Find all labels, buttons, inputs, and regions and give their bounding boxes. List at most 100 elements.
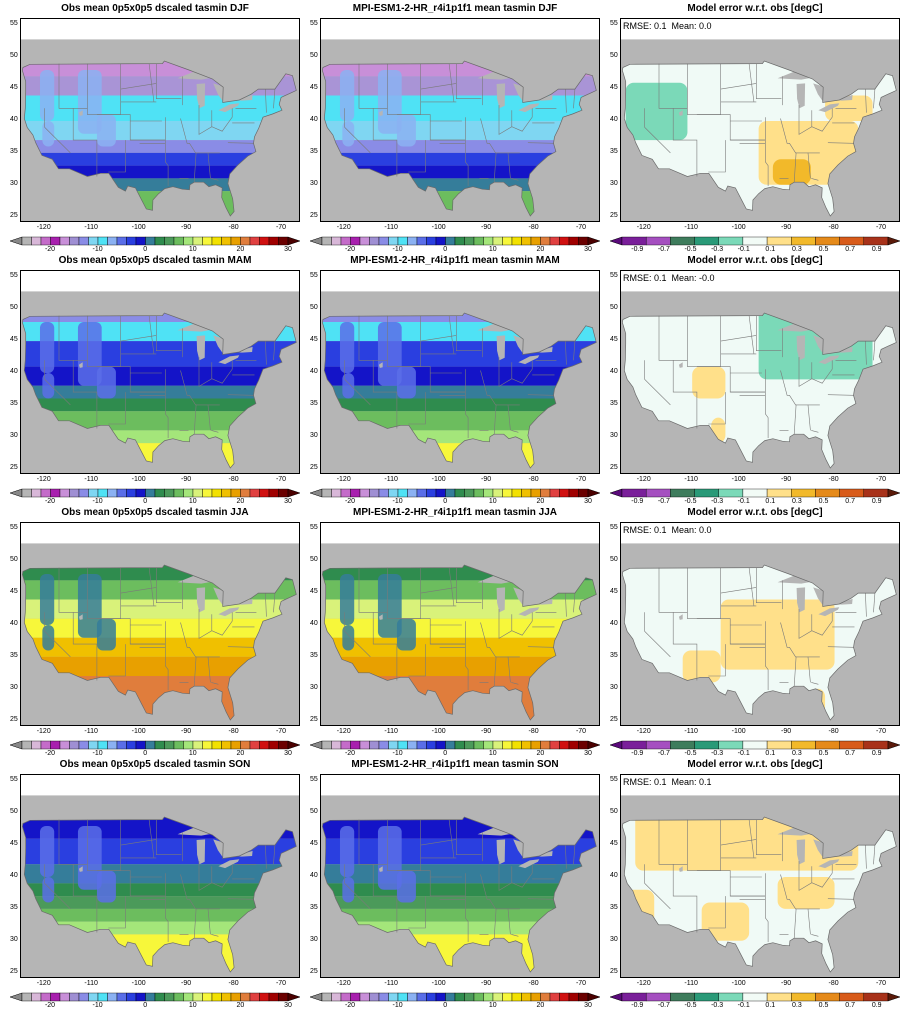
colorbar-swatch: [31, 740, 42, 750]
state-border: [565, 593, 567, 617]
colorbar-swatch: [40, 236, 51, 246]
lake: [218, 607, 240, 617]
state-border: [498, 357, 533, 387]
colorbar-swatch: [154, 236, 165, 246]
obs-panel-mam: Obs mean 0p5x0p5 dscaled tasmin MAM 55 50 4…: [10, 254, 300, 505]
lon-tick-label: -120: [36, 224, 51, 231]
mountain-region: [42, 625, 55, 651]
colorbar-swatch: [416, 236, 427, 246]
lat-tick-label: 50: [610, 52, 618, 60]
coastline: [622, 564, 897, 721]
state-border: [480, 874, 520, 910]
state-border: [756, 315, 782, 351]
lake: [378, 866, 383, 872]
colorbar-swatch: [69, 236, 80, 246]
colorbar-swatch: [50, 236, 61, 246]
colorbar-swatch: [454, 236, 465, 246]
lat-tick-label: 50: [610, 808, 618, 816]
state-border: [193, 656, 197, 687]
colorbar-tick-label: 0.7: [845, 1002, 855, 1009]
mean-value: Mean: 0.0: [671, 525, 712, 535]
map-frame: RMSE: 0.1 Mean: -0.0: [620, 270, 900, 474]
lon-tick-label: -80: [228, 476, 239, 483]
state-border: [165, 621, 169, 690]
colorbar-swatch: [645, 488, 671, 498]
colorbar-swatch: [268, 740, 279, 750]
mountain-region: [396, 618, 416, 651]
map-frame: [320, 774, 600, 978]
colorbar-swatch: [530, 236, 541, 246]
mountain-region: [77, 826, 102, 890]
colorbar-swatch: [426, 740, 437, 750]
lon-tick-label: -100: [731, 476, 746, 483]
temperature-band: [22, 864, 297, 884]
lake: [518, 859, 540, 869]
colorbar-swatch: [116, 236, 127, 246]
lake: [813, 83, 828, 102]
colorbar-over-arrow: [887, 488, 900, 498]
colorbar-tick-label: 10: [488, 750, 497, 757]
colorbar-swatch: [388, 488, 399, 498]
lat-tick-label: 30: [10, 431, 18, 439]
lake: [678, 110, 683, 116]
lat-tick-label: 30: [310, 179, 318, 187]
colorbar-swatch: [492, 236, 503, 246]
state-border: [227, 898, 255, 900]
state-border: [573, 89, 576, 109]
colorbar-swatch: [340, 488, 351, 498]
lon-tick-label: -80: [528, 476, 539, 483]
colorbar-tick-label: -10: [92, 1002, 103, 1009]
colorbar-swatch: [126, 740, 137, 750]
state-border: [672, 612, 698, 681]
coastline: [622, 60, 897, 217]
temperature-colorbar: [310, 236, 600, 246]
lat-tick-label: 45: [10, 84, 18, 92]
lake: [477, 574, 512, 584]
colorbar-swatch: [268, 236, 279, 246]
state-border: [527, 646, 555, 648]
colorbar-swatch: [445, 740, 456, 750]
map-canvas: [621, 775, 899, 977]
lat-tick-label: 45: [10, 840, 18, 848]
temperature-band: [22, 908, 297, 922]
lon-tick-label: -120: [336, 476, 351, 483]
colorbar-swatch: [192, 236, 203, 246]
lon-tick-label: -90: [181, 224, 192, 231]
lat-tick-label: 50: [610, 556, 618, 564]
lake: [196, 335, 206, 361]
temperature-band: [22, 341, 297, 367]
colorbar-swatch: [791, 740, 816, 750]
mountain-region: [342, 121, 355, 147]
colorbar-tick-label: 0.9: [871, 1002, 882, 1009]
colorbar-swatch: [397, 236, 408, 246]
lat-tick-label: 40: [310, 116, 318, 123]
colorbar-tick-label: -0.9: [631, 246, 644, 253]
state-border: [780, 118, 820, 154]
temperature-band: [322, 398, 597, 412]
lon-tick-label: -80: [828, 476, 839, 483]
lon-tick-label: -70: [575, 728, 587, 735]
colorbar-tick-label: 30: [584, 750, 592, 757]
colorbar-swatch: [97, 236, 108, 246]
mean-value: Mean: 0.0: [671, 21, 712, 31]
lon-tick-label: -100: [731, 980, 746, 987]
lake: [378, 110, 383, 116]
colorbar-swatch: [211, 236, 222, 246]
colorbar-tick-label: 0.3: [792, 246, 802, 253]
colorbar-swatch: [540, 488, 551, 498]
state-border: [507, 656, 511, 683]
colorbar-swatch: [839, 488, 865, 498]
colorbar-tick-label: 0.5: [818, 498, 829, 505]
colorbar-swatch: [192, 488, 203, 498]
mountain-region: [377, 574, 402, 638]
state-border: [807, 908, 811, 935]
colorbar-swatch: [69, 488, 80, 498]
state-border: [765, 117, 769, 186]
state-border: [708, 140, 726, 173]
colorbar-swatch: [492, 488, 503, 498]
colorbar-tick-label: -0.7: [657, 1002, 670, 1009]
lat-tick-label: 30: [610, 683, 618, 691]
colorbar-tick-label: 0.7: [845, 750, 855, 757]
lon-tick-label: -70: [575, 476, 587, 483]
map-canvas: [21, 19, 299, 221]
